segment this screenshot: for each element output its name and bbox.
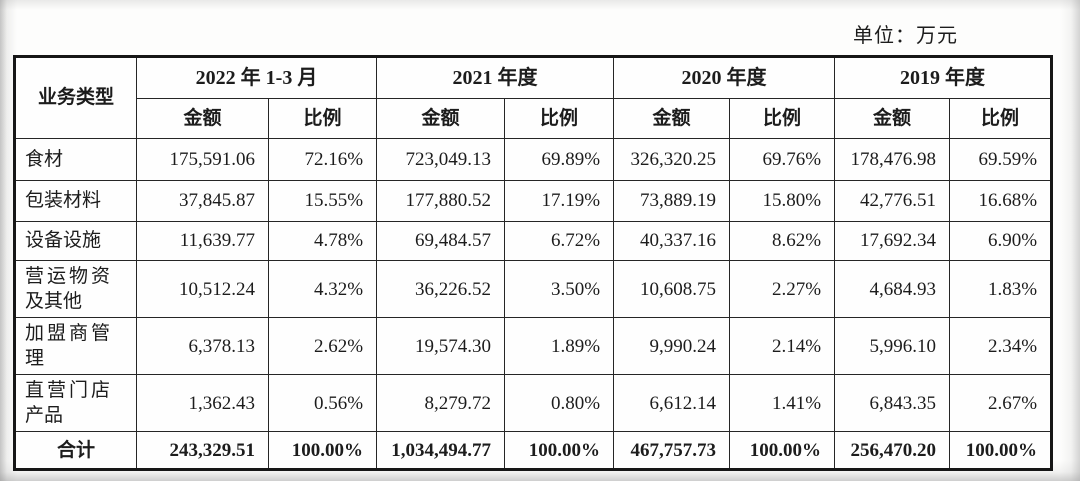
period-header-2019: 2019 年度 [834,56,1053,99]
amount-header-2022: 金额 [136,98,269,139]
table-row-zhiying: 直营门店产品 1,362.43 0.56% 8,279.72 0.80% 6,6… [14,374,1053,433]
amount-cell: 10,608.75 [613,259,731,319]
table-row-jiameng: 加盟商管理 6,378.13 2.62% 19,574.30 1.89% 9,9… [14,317,1053,376]
unit-label: 单位：万元 [853,25,958,47]
ratio-cell: 69.76% [729,138,836,181]
amount-cell: 19,574.30 [376,317,506,376]
ratio-header-2022: 比例 [267,98,378,139]
amount-cell: 42,776.51 [834,180,951,222]
ratio-cell: 15.55% [267,180,378,222]
amount-cell: 178,476.98 [834,138,951,181]
amount-cell: 40,337.16 [613,221,731,261]
amount-cell: 6,378.13 [136,317,269,376]
row-label: 营运物资及其他 [14,259,137,319]
row-label: 设备设施 [14,221,137,261]
amount-cell: 11,639.77 [136,221,269,261]
ratio-cell: 2.62% [267,317,378,376]
amount-cell: 177,880.52 [376,180,506,222]
ratio-cell: 3.50% [504,259,615,319]
ratio-cell: 1.41% [729,374,836,433]
row-label: 食材 [14,138,137,181]
ratio-cell: 8.62% [729,221,836,261]
table-row-baozhuang: 包装材料 37,845.87 15.55% 177,880.52 17.19% … [14,180,1053,222]
ratio-cell: 6.90% [949,221,1053,261]
table-row-shicai: 食材 175,591.06 72.16% 723,049.13 69.89% 3… [14,138,1053,181]
amount-cell: 723,049.13 [376,138,506,181]
ratio-cell: 2.34% [949,317,1053,376]
ratio-cell: 1.83% [949,259,1053,319]
amount-cell: 36,226.52 [376,259,506,319]
ratio-cell: 4.32% [267,259,378,319]
amount-cell: 467,757.73 [613,431,731,471]
table-row-yingyun: 营运物资及其他 10,512.24 4.32% 36,226.52 3.50% … [14,259,1053,319]
ratio-cell: 72.16% [267,138,378,181]
ratio-cell: 2.27% [729,259,836,319]
period-header-2020: 2020 年度 [613,56,836,99]
amount-header-2020: 金额 [613,98,731,139]
sub-header-row: 金额 比例 金额 比例 金额 比例 金额 比例 [15,98,1053,139]
ratio-cell: 100.00% [267,431,378,471]
amount-cell: 5,996.10 [834,317,951,376]
amount-cell: 243,329.51 [136,431,269,471]
amount-cell: 37,845.87 [136,180,269,222]
amount-cell: 9,990.24 [613,317,731,376]
ratio-cell: 4.78% [267,221,378,261]
amount-cell: 175,591.06 [136,138,269,181]
period-header-2022: 2022 年 1-3 月 [135,56,378,99]
amount-cell: 17,692.34 [834,221,951,261]
ratio-cell: 100.00% [949,431,1053,471]
amount-cell: 326,320.25 [613,138,731,181]
ratio-cell: 2.14% [729,317,836,376]
ratio-cell: 100.00% [729,431,836,471]
ratio-cell: 69.89% [504,138,615,181]
ratio-cell: 16.68% [949,180,1053,222]
ratio-header-2020: 比例 [729,98,836,139]
row-label: 加盟商管理 [14,317,137,376]
amount-cell: 69,484.57 [376,221,506,261]
amount-cell: 1,034,494.77 [376,431,506,471]
amount-cell: 8,279.72 [376,374,506,433]
amount-cell: 6,843.35 [834,374,951,433]
period-header-2021: 2021 年度 [376,56,615,99]
amount-cell: 256,470.20 [834,431,951,471]
row-label: 包装材料 [14,180,137,222]
ratio-cell: 17.19% [504,180,615,222]
amount-cell: 1,362.43 [136,374,269,433]
total-label: 合计 [14,431,137,471]
ratio-header-2019: 比例 [949,98,1053,139]
amount-cell: 4,684.93 [834,259,951,319]
amount-cell: 6,612.14 [613,374,731,433]
table-row-shebei: 设备设施 11,639.77 4.78% 69,484.57 6.72% 40,… [14,221,1053,261]
ratio-cell: 2.67% [949,374,1053,433]
revenue-breakdown-table: 业务类型 2022 年 1-3 月 2021 年度 2020 年度 2019 年… [13,55,1054,472]
ratio-cell: 0.80% [504,374,615,433]
total-row: 合计 243,329.51 100.00% 1,034,494.77 100.0… [14,431,1053,471]
amount-header-2021: 金额 [376,98,506,139]
ratio-cell: 0.56% [267,374,378,433]
ratio-header-2021: 比例 [504,98,615,139]
row-label: 直营门店产品 [14,374,137,433]
ratio-cell: 1.89% [504,317,615,376]
amount-header-2019: 金额 [834,98,951,139]
ratio-cell: 69.59% [949,138,1053,181]
amount-cell: 10,512.24 [136,259,269,319]
business-type-header: 业务类型 [14,56,137,139]
period-header-row: 业务类型 2022 年 1-3 月 2021 年度 2020 年度 2019 年… [14,56,1053,139]
amount-cell: 73,889.19 [613,180,731,222]
ratio-cell: 6.72% [504,221,615,261]
ratio-cell: 100.00% [504,431,615,471]
ratio-cell: 15.80% [729,180,836,222]
